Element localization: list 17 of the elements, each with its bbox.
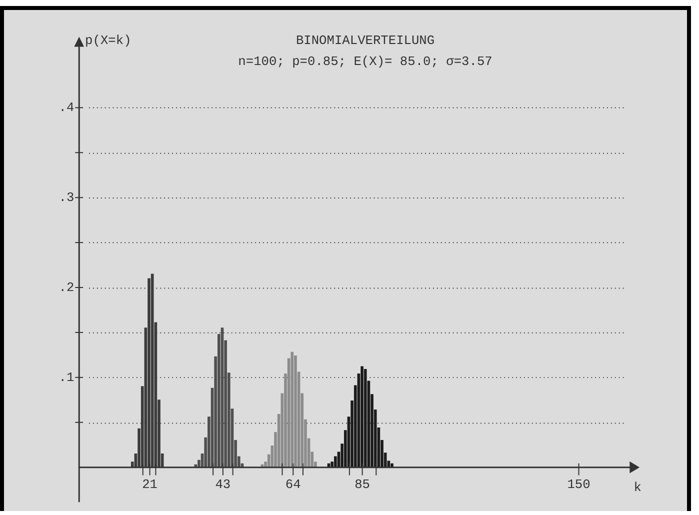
bar: [290, 352, 294, 468]
y-tick-label: .3: [58, 190, 74, 206]
x-axis-title: k: [634, 480, 642, 496]
x-tick-label: 85: [354, 477, 370, 492]
y-tick-label: .4: [58, 100, 74, 116]
bar: [360, 366, 364, 468]
x-tick-label: 64: [285, 477, 302, 492]
y-tick-label: .2: [58, 280, 74, 295]
x-tick-label: 21: [142, 477, 158, 492]
x-tick-label: 150: [567, 477, 590, 492]
y-axis-title: p(X=k): [85, 33, 132, 48]
y-tick-label: .1: [58, 370, 74, 385]
bar: [364, 369, 367, 468]
chart-title: BINOMIALVERTEILUNG: [296, 33, 435, 48]
text: n=100; p=0.85; E(X)= 85.0; σ=3.57: [238, 54, 492, 70]
bar: [294, 356, 297, 468]
x-tick-label: 43: [215, 477, 231, 492]
